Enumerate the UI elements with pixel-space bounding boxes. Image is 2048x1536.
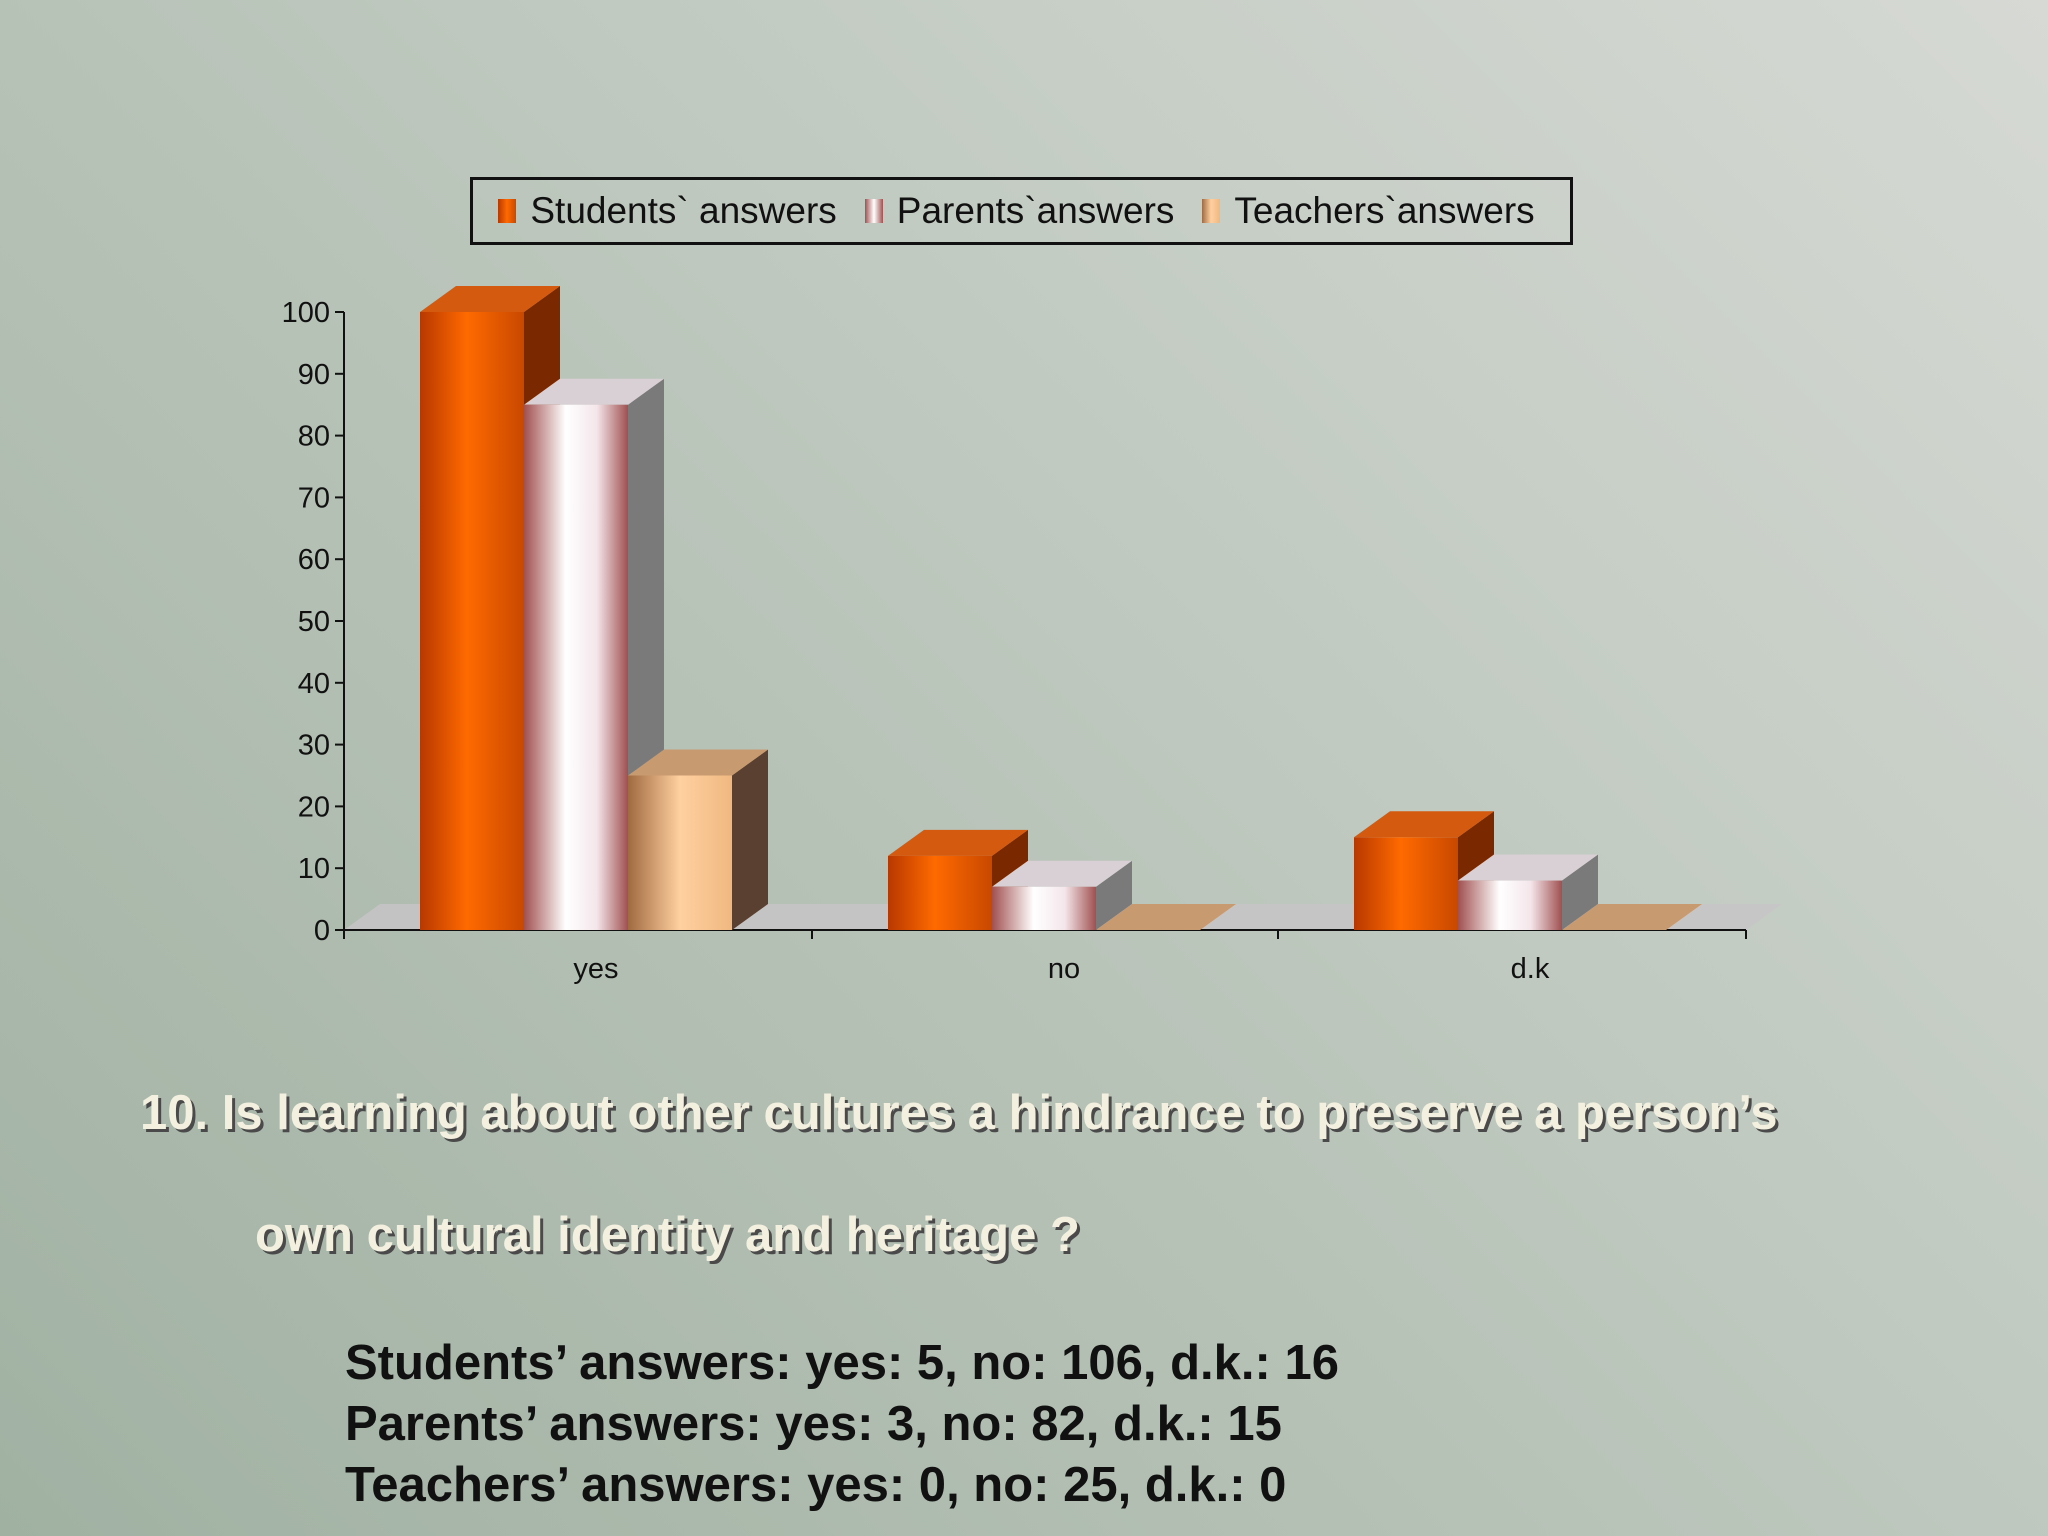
bar-parents-answers-no-side (1096, 860, 1132, 930)
legend-label-students: Students` answers (530, 190, 837, 231)
x-category-label: yes (573, 953, 618, 985)
bar-teachers-answers-yes-top (628, 749, 768, 776)
y-tick-label: 30 (298, 730, 330, 762)
bar-parents-answers-d-k-top (1458, 854, 1598, 881)
y-tick-label: 0 (314, 915, 330, 947)
y-tick-label: 100 (282, 297, 330, 329)
bar-students-answers-d-k (1354, 837, 1458, 930)
legend-item-students: Students` answers (498, 190, 837, 232)
question-line-2: own cultural identity and heritage ? (255, 1208, 1080, 1262)
bar-students-answers-yes-top (420, 286, 560, 312)
bar-students-answers-no (888, 855, 992, 930)
legend-item-parents: Parents`answers (864, 190, 1175, 232)
chart-legend: Students` answers Parents`answers Teache… (470, 177, 1573, 245)
y-tick-label: 10 (298, 853, 330, 885)
y-tick-label: 70 (298, 482, 330, 514)
answers-summary: Students’ answers: yes: 5, no: 106, d.k.… (345, 1333, 1339, 1516)
y-tick-label: 20 (298, 791, 330, 823)
bar-teachers-answers-d-k-top (1562, 904, 1702, 930)
x-category-label: no (1048, 953, 1080, 985)
bar-parents-answers-no (992, 886, 1096, 930)
bar-students-answers-d-k-top (1354, 811, 1494, 838)
bar-parents-answers-d-k-side (1562, 854, 1598, 930)
x-category-label: d.k (1511, 953, 1550, 985)
teachers-answers-text: Teachers’ answers: yes: 0, no: 25, d.k.:… (345, 1458, 1287, 1512)
bar-students-answers-no-top (888, 829, 1028, 856)
parents-answers-text: Parents’ answers: yes: 3, no: 82, d.k.: … (345, 1397, 1282, 1451)
legend-swatch-students (498, 199, 517, 223)
legend-label-parents: Parents`answers (896, 190, 1175, 231)
question-line-1: 10. Is learning about other cultures a h… (140, 1086, 1778, 1140)
legend-swatch-parents (864, 199, 883, 223)
bar-teachers-answers-yes (628, 775, 732, 930)
y-tick-label: 90 (298, 359, 330, 391)
y-tick-label: 60 (298, 544, 330, 576)
bar-students-answers-yes (420, 312, 524, 930)
y-tick-label: 50 (298, 606, 330, 638)
bar-parents-answers-yes-top (524, 378, 664, 405)
bar-parents-answers-yes (524, 404, 628, 930)
legend-swatch-teachers (1202, 199, 1221, 223)
students-answers-text: Students’ answers: yes: 5, no: 106, d.k.… (345, 1336, 1339, 1390)
bar-parents-answers-no-top (992, 860, 1132, 887)
y-tick-label: 40 (298, 668, 330, 700)
legend-item-teachers: Teachers`answers (1202, 190, 1535, 232)
legend-label-teachers: Teachers`answers (1234, 190, 1535, 231)
bar-teachers-answers-no-top (1096, 904, 1236, 930)
bar-teachers-answers-yes-side (732, 749, 768, 930)
bar-parents-answers-d-k (1458, 880, 1562, 930)
y-tick-label: 80 (298, 421, 330, 453)
